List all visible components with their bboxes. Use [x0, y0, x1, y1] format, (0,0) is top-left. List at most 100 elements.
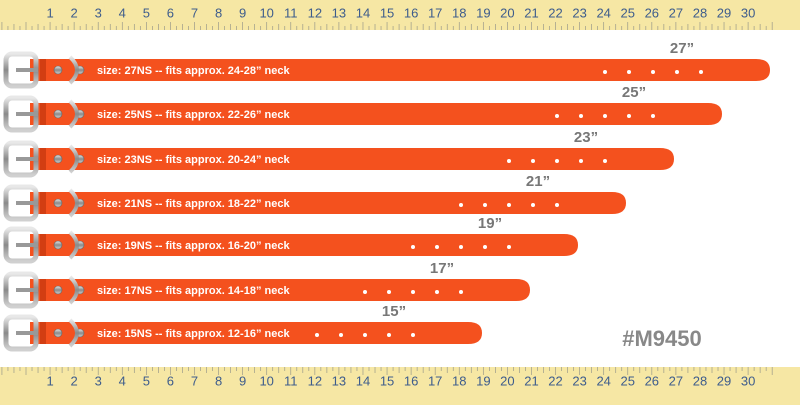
ruler-number: 21	[524, 5, 538, 20]
hole	[627, 70, 631, 74]
collar-label: size: 27NS -- fits approx. 24-28” neck	[97, 65, 290, 77]
buckle-bar	[16, 157, 38, 161]
strap	[30, 279, 530, 301]
hole	[459, 203, 463, 207]
ruler-number: 1	[46, 5, 53, 20]
collar: size: 17NS -- fits approx. 14-18” neck 17…	[3, 260, 530, 309]
keeper	[40, 192, 46, 214]
hole	[507, 159, 511, 163]
product-code: #M9450	[622, 326, 702, 351]
hole	[459, 245, 463, 249]
ruler-number: 7	[191, 5, 198, 20]
strap	[30, 234, 578, 256]
hole	[507, 203, 511, 207]
ruler-number: 22	[548, 373, 562, 388]
ruler-number: 14	[356, 5, 370, 20]
size-label: 25”	[622, 84, 646, 101]
ruler-number: 6	[167, 373, 174, 388]
hole	[387, 290, 391, 294]
collar-label: size: 23NS -- fits approx. 20-24” neck	[97, 154, 290, 166]
collar-label: size: 21NS -- fits approx. 18-22” neck	[97, 198, 290, 210]
buckle-bar	[16, 243, 38, 247]
hole	[483, 203, 487, 207]
size-label: 27”	[670, 40, 694, 57]
buckle-bar	[16, 331, 38, 335]
hole	[411, 333, 415, 337]
collar: size: 23NS -- fits approx. 20-24” neck 23…	[3, 129, 674, 178]
ruler-number: 30	[741, 5, 755, 20]
keeper	[40, 322, 46, 344]
collar: size: 15NS -- fits approx. 12-16” neck 15…	[3, 303, 482, 352]
d-ring	[68, 318, 79, 348]
hole	[363, 333, 367, 337]
rivet	[53, 240, 63, 250]
ruler-number: 14	[356, 373, 370, 388]
ruler-number: 16	[404, 5, 418, 20]
hole	[531, 159, 535, 163]
keeper	[40, 234, 46, 256]
collar: size: 27NS -- fits approx. 24-28” neck 27…	[3, 40, 770, 89]
hole	[651, 114, 655, 118]
hole	[459, 290, 463, 294]
ruler-number: 27	[669, 373, 683, 388]
ruler-number: 22	[548, 5, 562, 20]
top-ruler	[0, 0, 800, 30]
collar-label: size: 19NS -- fits approx. 16-20” neck	[97, 240, 290, 252]
hole	[483, 245, 487, 249]
ruler-number: 20	[500, 373, 514, 388]
ruler-number: 13	[332, 5, 346, 20]
rivet	[53, 328, 63, 338]
d-ring	[68, 99, 79, 129]
ruler-number: 21	[524, 373, 538, 388]
ruler-number: 4	[119, 373, 126, 388]
strap	[30, 322, 482, 344]
d-ring	[68, 275, 79, 305]
ruler-number: 1	[46, 373, 53, 388]
ruler-number: 12	[308, 5, 322, 20]
hole	[555, 159, 559, 163]
ruler-number: 17	[428, 5, 442, 20]
ruler-number: 23	[572, 373, 586, 388]
ruler-number: 18	[452, 373, 466, 388]
ruler-number: 13	[332, 373, 346, 388]
ruler-number: 29	[717, 5, 731, 20]
keeper	[40, 103, 46, 125]
collar-label: size: 15NS -- fits approx. 12-16” neck	[97, 328, 290, 340]
ruler-number: 2	[71, 5, 78, 20]
d-ring	[68, 55, 79, 85]
ruler-number: 3	[95, 5, 102, 20]
ruler-number: 25	[621, 373, 635, 388]
hole	[435, 290, 439, 294]
hole	[603, 159, 607, 163]
hole	[339, 333, 343, 337]
d-ring	[68, 230, 79, 260]
strap	[30, 148, 674, 170]
keeper	[40, 59, 46, 81]
collar: size: 21NS -- fits approx. 18-22” neck 21…	[3, 173, 626, 222]
ruler-number: 28	[693, 5, 707, 20]
strap	[30, 192, 626, 214]
size-label: 21”	[526, 173, 550, 190]
ruler-number: 20	[500, 5, 514, 20]
hole	[363, 290, 367, 294]
hole	[315, 333, 319, 337]
hole	[603, 70, 607, 74]
hole	[411, 290, 415, 294]
ruler-number: 19	[476, 373, 490, 388]
collar-label: size: 17NS -- fits approx. 14-18” neck	[97, 285, 290, 297]
ruler-number: 24	[596, 5, 610, 20]
hole	[579, 114, 583, 118]
ruler-number: 8	[215, 5, 222, 20]
strap	[30, 103, 722, 125]
d-ring	[68, 144, 79, 174]
buckle-bar	[16, 68, 38, 72]
keeper	[40, 148, 46, 170]
ruler-number: 26	[645, 5, 659, 20]
ruler-number: 7	[191, 373, 198, 388]
rivet	[53, 285, 63, 295]
ruler-number: 9	[239, 5, 246, 20]
size-label: 23”	[574, 129, 598, 146]
hole	[387, 333, 391, 337]
ruler-number: 11	[284, 373, 298, 388]
ruler-number: 17	[428, 373, 442, 388]
